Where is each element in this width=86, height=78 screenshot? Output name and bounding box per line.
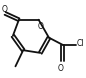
Text: O: O — [57, 64, 63, 73]
Text: O: O — [37, 22, 43, 31]
Text: Cl: Cl — [76, 39, 84, 48]
Text: O: O — [2, 5, 8, 14]
